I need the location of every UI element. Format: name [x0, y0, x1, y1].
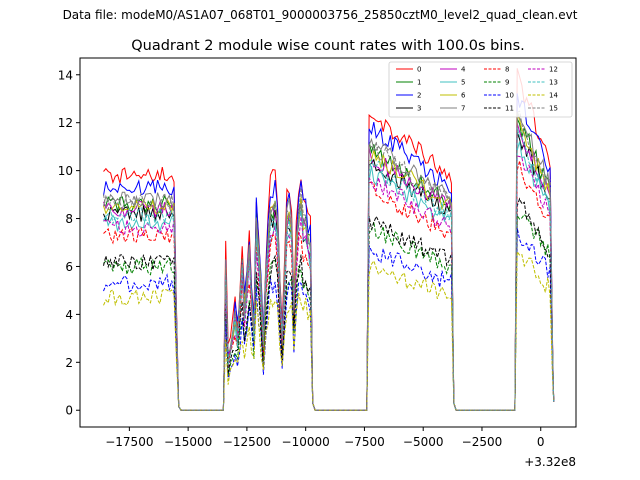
- x-axis: −17500 −15000 −12500 −10000 −7500 −5000 −2500 0: [105, 427, 545, 449]
- legend-label-11: 11: [505, 105, 514, 113]
- series-14-line: [103, 250, 555, 411]
- series-layer: [103, 68, 555, 411]
- legend-label-7: 7: [461, 105, 465, 113]
- series-8-line: [103, 160, 555, 411]
- legend-frame: [388, 61, 573, 118]
- series-12-line: [103, 155, 555, 411]
- y-tick-label: 10: [58, 164, 73, 178]
- legend-label-12: 12: [549, 66, 558, 74]
- legend-label-6: 6: [461, 92, 466, 100]
- x-tick-label: −2500: [462, 435, 503, 449]
- series-4-line: [103, 123, 555, 411]
- legend-label-5: 5: [461, 79, 465, 87]
- legend-label-8: 8: [505, 66, 509, 74]
- legend-label-15: 15: [549, 105, 558, 113]
- axes-frame: [79, 57, 577, 428]
- y-tick-label: 2: [65, 356, 73, 370]
- y-tick-label: 4: [65, 308, 73, 322]
- series-6-line: [103, 113, 555, 411]
- x-tick-label: −17500: [105, 435, 153, 449]
- chart-title: Quadrant 2 module wise count rates with …: [131, 38, 525, 54]
- series-10-line: [103, 227, 555, 411]
- x-tick-label: −5000: [403, 435, 444, 449]
- y-tick-label: 14: [58, 68, 73, 82]
- legend-label-13: 13: [549, 79, 558, 87]
- y-tick-label: 8: [65, 212, 73, 226]
- y-axis: 0 2 4 6 8 10 12 14: [58, 68, 80, 418]
- x-tick-label: 0: [537, 435, 545, 449]
- series-1-line: [103, 118, 555, 411]
- x-axis-offset-label: +3.32e8: [524, 455, 576, 469]
- legend-label-3: 3: [417, 105, 421, 113]
- legend-label-10: 10: [505, 92, 514, 100]
- legend-label-4: 4: [461, 66, 466, 74]
- legend-label-14: 14: [549, 92, 558, 100]
- x-tick-label: −10000: [282, 435, 330, 449]
- series-2-line: [103, 93, 555, 411]
- legend-label-0: 0: [417, 66, 421, 74]
- series-13-line: [103, 127, 555, 411]
- series-0-line: [103, 68, 555, 411]
- x-tick-label: −12500: [223, 435, 271, 449]
- y-tick-label: 6: [65, 260, 73, 274]
- y-tick-label: 0: [65, 404, 73, 418]
- series-15-line: [103, 110, 555, 411]
- series-5-line: [103, 141, 555, 411]
- series-11-line: [103, 197, 555, 411]
- series-3-line: [103, 132, 555, 411]
- y-tick-label: 12: [58, 116, 73, 130]
- series-9-line: [103, 213, 555, 411]
- x-tick-label: −7500: [344, 435, 385, 449]
- figure-suptitle: Data file: modeM0/AS1A07_068T01_90000037…: [63, 8, 578, 22]
- x-tick-label: −15000: [164, 435, 212, 449]
- legend-label-2: 2: [417, 92, 421, 100]
- legend-label-9: 9: [505, 79, 509, 87]
- legend-label-1: 1: [417, 79, 421, 87]
